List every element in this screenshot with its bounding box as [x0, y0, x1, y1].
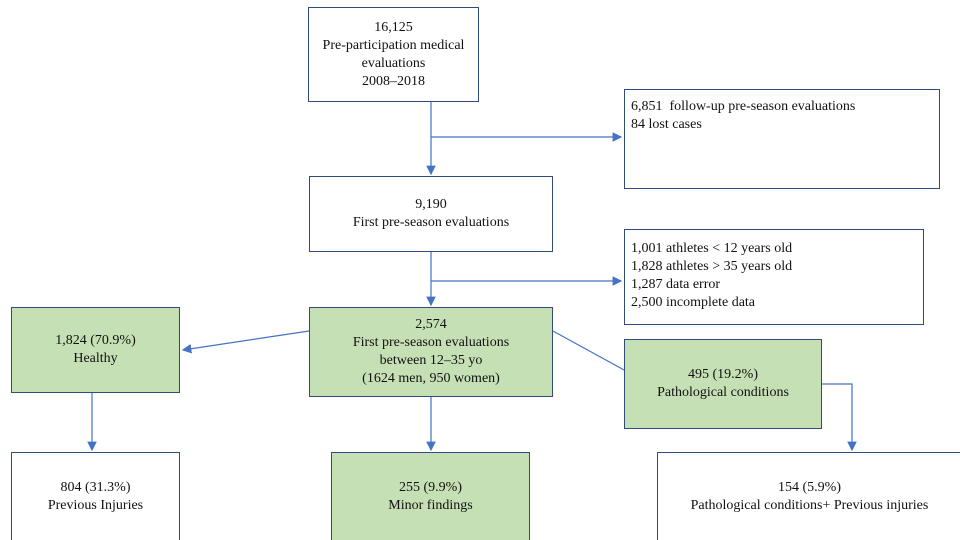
node: 2,574 First pre-season evaluations between… [309, 307, 553, 397]
node-text: 1,824 (70.9%) [55, 333, 136, 348]
node-text: 9,190 [415, 197, 447, 212]
node-text: 1,828 athletes > 35 years old [631, 259, 793, 274]
node-text: Healthy [73, 351, 118, 366]
node-text: Pathological conditions [657, 385, 789, 400]
node: 255 (9.9%) Minor findings [331, 452, 530, 540]
node-text: 2,500 incomplete data [631, 295, 756, 310]
node-text: 804 (31.3%) [60, 480, 131, 495]
node-text: 1,001 athletes < 12 years old [631, 241, 793, 256]
arrow [181, 330, 310, 354]
node: 9,190 First pre-season evaluations [309, 176, 553, 252]
node: 495 (19.2%) Pathological conditions [624, 339, 822, 429]
node-text: 84 lost cases [631, 117, 702, 132]
node: 16,125 Pre-participation medical evaluatio… [308, 7, 479, 102]
node: 804 (31.3%) Previous Injuries [11, 452, 180, 540]
node-text: (1624 men, 950 women) [362, 371, 500, 386]
node-text: First pre-season evaluations [352, 215, 510, 230]
node: 154 (5.9%) Pathological conditions+ Previ… [657, 452, 960, 540]
node-text: 154 (5.9%) [778, 480, 841, 495]
node-text: 6,851 follow-up pre-season evaluations [631, 99, 856, 114]
arrow [822, 383, 857, 452]
node-text: between 12–35 yo [379, 353, 483, 368]
node-text: Pre-participation medical [322, 37, 465, 53]
node: 1,001 athletes < 12 years old 1,828 athle… [624, 229, 924, 325]
node: 1,824 (70.9%) Healthy [11, 307, 180, 393]
node-text: 16,125 [374, 19, 413, 35]
node-text: First pre-season evaluations [352, 335, 510, 350]
node-text: Minor findings [388, 498, 473, 513]
node-text: 2008–2018 [362, 73, 425, 89]
node-text: 2,574 [415, 317, 447, 332]
node-text: Previous Injuries [47, 498, 144, 513]
node-text: evaluations [361, 55, 426, 71]
node-text: Pathological conditions+ Previous injuri… [690, 498, 929, 513]
node-text: 495 (19.2%) [688, 367, 758, 382]
node-text: 1,287 data error [631, 277, 721, 292]
node-text: 255 (9.9%) [399, 480, 462, 495]
node: 6,851 follow-up pre-season evaluations 84… [624, 89, 940, 189]
arrow [552, 330, 637, 377]
